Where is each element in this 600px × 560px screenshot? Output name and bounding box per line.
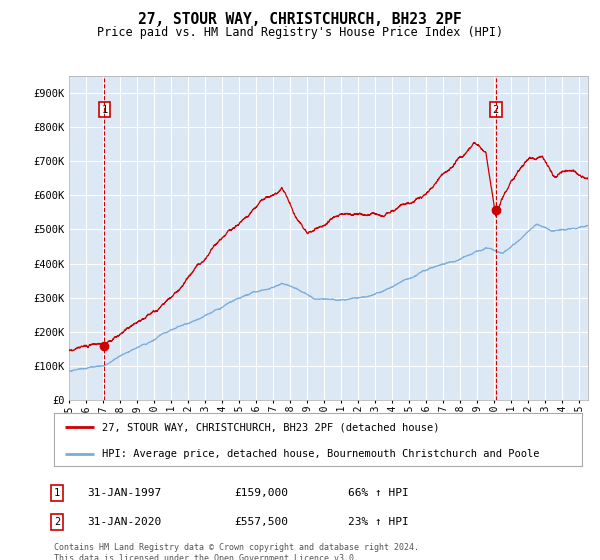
Text: 27, STOUR WAY, CHRISTCHURCH, BH23 2PF (detached house): 27, STOUR WAY, CHRISTCHURCH, BH23 2PF (d… bbox=[101, 422, 439, 432]
Text: 1: 1 bbox=[101, 105, 107, 115]
Text: 31-JAN-2020: 31-JAN-2020 bbox=[87, 517, 161, 527]
Text: £557,500: £557,500 bbox=[234, 517, 288, 527]
Text: HPI: Average price, detached house, Bournemouth Christchurch and Poole: HPI: Average price, detached house, Bour… bbox=[101, 449, 539, 459]
Text: 27, STOUR WAY, CHRISTCHURCH, BH23 2PF: 27, STOUR WAY, CHRISTCHURCH, BH23 2PF bbox=[138, 12, 462, 27]
Text: 31-JAN-1997: 31-JAN-1997 bbox=[87, 488, 161, 498]
Text: Contains HM Land Registry data © Crown copyright and database right 2024.
This d: Contains HM Land Registry data © Crown c… bbox=[54, 543, 419, 560]
Text: £159,000: £159,000 bbox=[234, 488, 288, 498]
Text: 2: 2 bbox=[493, 105, 499, 115]
Text: 2: 2 bbox=[54, 517, 60, 527]
Text: 66% ↑ HPI: 66% ↑ HPI bbox=[348, 488, 409, 498]
Text: Price paid vs. HM Land Registry's House Price Index (HPI): Price paid vs. HM Land Registry's House … bbox=[97, 26, 503, 39]
Text: 23% ↑ HPI: 23% ↑ HPI bbox=[348, 517, 409, 527]
Text: 1: 1 bbox=[54, 488, 60, 498]
